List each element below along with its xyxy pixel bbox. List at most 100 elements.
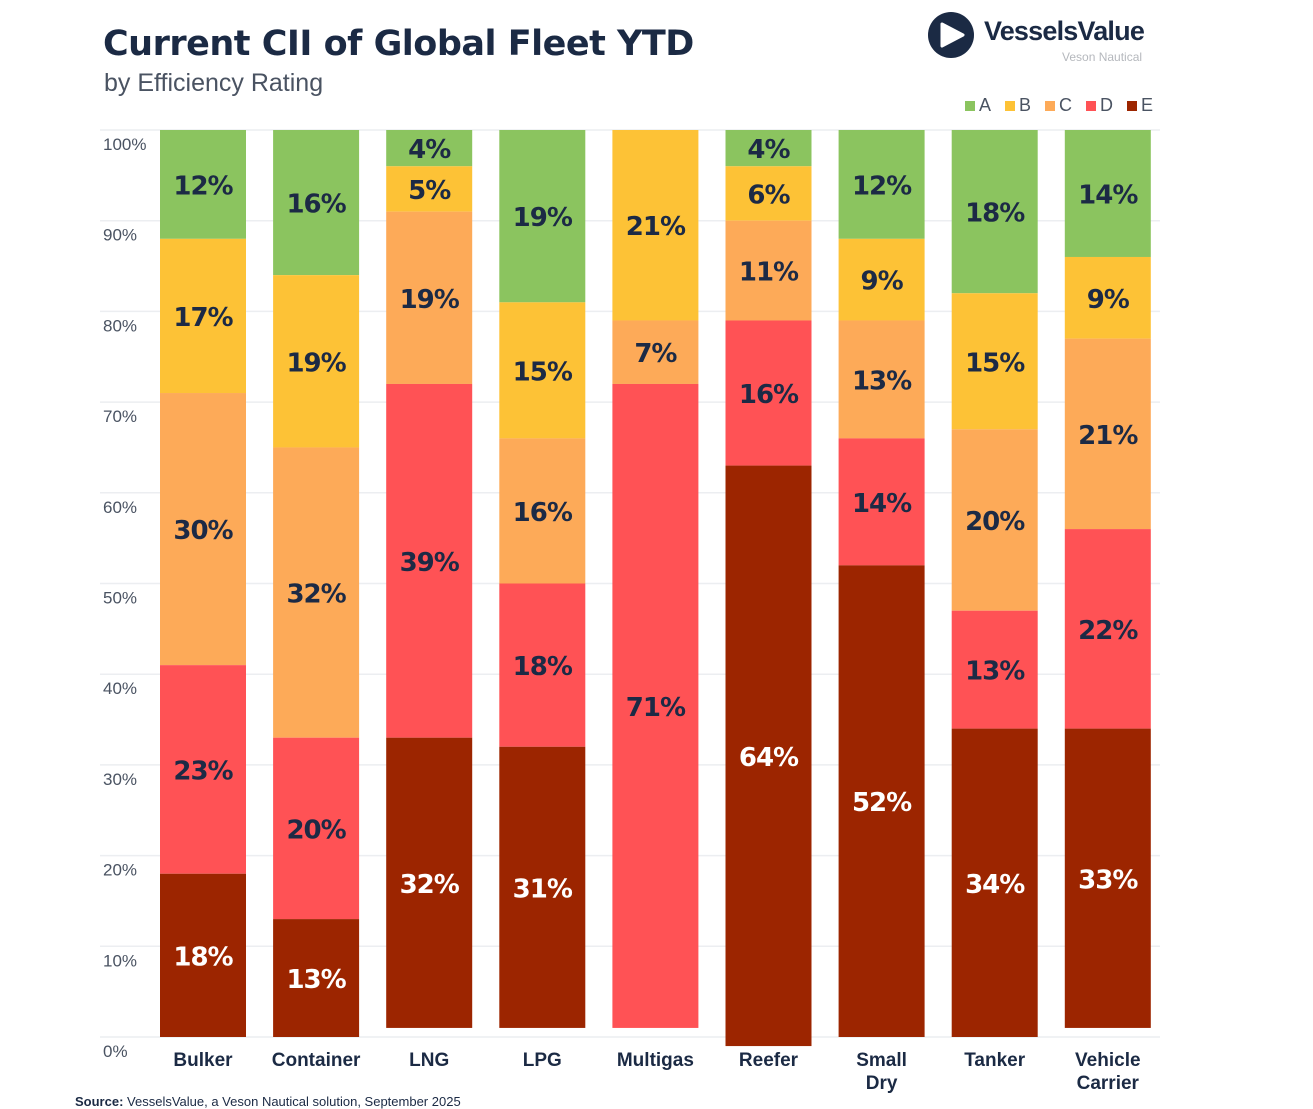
bar-segment-d xyxy=(838,438,925,566)
x-tick-label: Small Dry xyxy=(856,1050,907,1094)
legend-label: E xyxy=(1140,95,1153,115)
x-tick-label: Reefer xyxy=(739,1050,799,1071)
legend-swatch xyxy=(1085,100,1096,111)
y-tick-label: 100% xyxy=(103,135,146,154)
y-tick-label: 80% xyxy=(103,316,137,335)
data-label: 15% xyxy=(965,348,1025,378)
data-label: 4% xyxy=(408,135,451,165)
bar-segment-a xyxy=(499,130,586,303)
data-label: 11% xyxy=(739,258,799,288)
bar-segment-d xyxy=(499,583,586,747)
data-label: 16% xyxy=(739,380,799,410)
x-tick-label: Bulker xyxy=(173,1050,233,1071)
source-note: Source: VesselsValue, a Veson Nautical s… xyxy=(75,1094,461,1109)
bar-segment-e xyxy=(499,746,586,1028)
data-label: 19% xyxy=(286,348,346,378)
bar-segment-a xyxy=(1064,130,1151,257)
data-label: 32% xyxy=(400,870,460,900)
bar-segment-c xyxy=(386,211,473,384)
bar-segment-b xyxy=(612,130,699,321)
data-label: 16% xyxy=(513,498,573,528)
legend-label: D xyxy=(1099,95,1113,115)
data-label: 32% xyxy=(286,580,346,610)
source-text: VesselsValue, a Veson Nautical solution,… xyxy=(127,1094,461,1109)
x-tick-label: Vehicle Carrier xyxy=(1075,1050,1141,1094)
x-tick-label: Container xyxy=(272,1050,361,1071)
x-tick-label: Tanker xyxy=(964,1050,1026,1071)
data-label: 21% xyxy=(626,212,686,242)
legend-swatch xyxy=(964,100,975,111)
legend-swatch xyxy=(1126,100,1137,111)
data-label: 39% xyxy=(400,548,460,578)
data-label: 20% xyxy=(965,507,1025,537)
data-label: 33% xyxy=(1078,865,1138,895)
bar-segment-b xyxy=(160,238,246,394)
bar-segment-b xyxy=(273,275,360,448)
chart-subtitle: by Efficiency Rating xyxy=(104,69,324,97)
bar-segment-b xyxy=(951,293,1038,430)
x-tick-label: Multigas xyxy=(617,1050,694,1071)
data-label: 6% xyxy=(747,180,790,210)
bar-segment-a xyxy=(160,130,246,239)
data-label: 12% xyxy=(173,171,233,201)
bar-stack: 12% 9% 13% 14% 52% xyxy=(838,130,925,1037)
bar-segment-a xyxy=(725,130,812,167)
bar-stack: 4% 5% 19% 39% 32% xyxy=(386,130,473,1028)
data-label: 15% xyxy=(513,357,573,387)
data-label: 19% xyxy=(400,285,460,315)
legend-label: B xyxy=(1018,95,1031,115)
data-label: 5% xyxy=(408,176,451,206)
bar-segment-c xyxy=(612,320,699,384)
x-tick-label: LNG xyxy=(409,1050,449,1071)
data-label: 14% xyxy=(1078,180,1138,210)
legend-label: C xyxy=(1058,95,1072,115)
bar-segment-c xyxy=(838,320,925,439)
data-label: 7% xyxy=(634,339,677,369)
bar-segment-d xyxy=(951,610,1038,729)
data-label: 31% xyxy=(513,874,573,904)
y-axis-ticks: 0% 10% 20% 30% 40% 50% 60% 70% 80% 90% 100% xyxy=(103,135,146,1061)
y-tick-label: 30% xyxy=(103,770,137,789)
legend-item-e: E xyxy=(1126,95,1153,116)
bar-segment-b xyxy=(499,302,586,439)
x-tick-label: LPG xyxy=(523,1050,562,1071)
bar-stack: 21% 7% 71% xyxy=(612,130,699,1028)
bar-segment-e xyxy=(951,728,1038,1037)
data-label: 13% xyxy=(965,657,1025,687)
chart-legend: A B C D E xyxy=(964,95,1153,116)
data-label: 21% xyxy=(1078,421,1138,451)
data-label: 23% xyxy=(173,756,233,786)
bar-segment-e xyxy=(386,737,473,1028)
data-label: 13% xyxy=(286,965,346,995)
legend-label: A xyxy=(978,95,991,115)
bar-segment-d xyxy=(273,737,360,920)
bar-segment-b xyxy=(1064,256,1151,339)
data-label: 14% xyxy=(852,489,912,519)
legend-item-b: B xyxy=(1004,95,1031,116)
data-label: 18% xyxy=(173,942,233,972)
legend-swatch xyxy=(1044,100,1055,111)
data-label: 71% xyxy=(626,693,686,723)
bar-segment-c xyxy=(160,393,246,666)
data-label: 18% xyxy=(965,199,1025,229)
data-label: 34% xyxy=(965,870,1025,900)
y-tick-label: 60% xyxy=(103,498,137,517)
data-label: 13% xyxy=(852,366,912,396)
y-tick-label: 90% xyxy=(103,226,137,245)
chart-title: Current CII of Global Fleet YTD xyxy=(103,24,694,64)
y-tick-label: 70% xyxy=(103,407,137,426)
bar-segment-b xyxy=(838,238,925,321)
data-label: 19% xyxy=(513,203,573,233)
legend-item-c: C xyxy=(1044,95,1072,116)
bar-segment-e xyxy=(838,565,925,1037)
data-label: 52% xyxy=(852,788,912,818)
bar-segment-e xyxy=(1064,728,1151,1028)
legend-item-d: D xyxy=(1085,95,1113,116)
bar-segment-a xyxy=(273,130,360,276)
bar-segment-c xyxy=(725,220,812,321)
bar-segment-a xyxy=(386,130,473,167)
data-label: 16% xyxy=(286,190,346,220)
bar-segment-d xyxy=(612,383,699,1028)
data-label: 18% xyxy=(513,652,573,682)
